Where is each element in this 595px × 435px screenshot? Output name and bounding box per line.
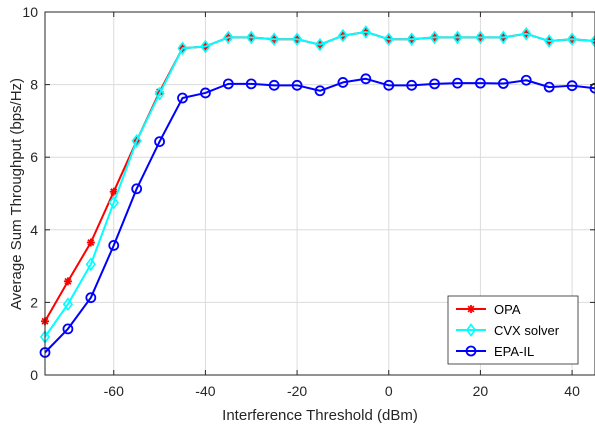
x-tick-label: 40 xyxy=(564,383,580,399)
x-tick-label: 0 xyxy=(385,383,393,399)
data-point-opa xyxy=(64,277,72,285)
legend-label: OPA xyxy=(494,302,521,317)
data-point-opa xyxy=(87,239,95,247)
x-tick-label: 20 xyxy=(473,383,489,399)
x-tick-label: -40 xyxy=(195,383,215,399)
x-axis-title: Interference Threshold (dBm) xyxy=(222,407,418,424)
y-tick-label: 10 xyxy=(22,4,38,20)
y-axis-title: Average Sum Throughput (bps/Hz) xyxy=(8,78,25,310)
x-tick-label: -20 xyxy=(287,383,307,399)
y-tick-label: 4 xyxy=(30,222,38,238)
y-tick-label: 2 xyxy=(30,294,38,310)
y-tick-label: 8 xyxy=(30,77,38,93)
x-tick-label: -60 xyxy=(104,383,124,399)
legend-entry: CVX solver xyxy=(456,323,560,338)
y-tick-label: 0 xyxy=(30,367,38,383)
legend-label: EPA-IL xyxy=(494,344,534,359)
legend: OPA CVX solver EPA-IL xyxy=(448,296,578,364)
legend-marker xyxy=(467,305,475,313)
legend-label: CVX solver xyxy=(494,323,560,338)
y-tick-label: 6 xyxy=(30,149,38,165)
